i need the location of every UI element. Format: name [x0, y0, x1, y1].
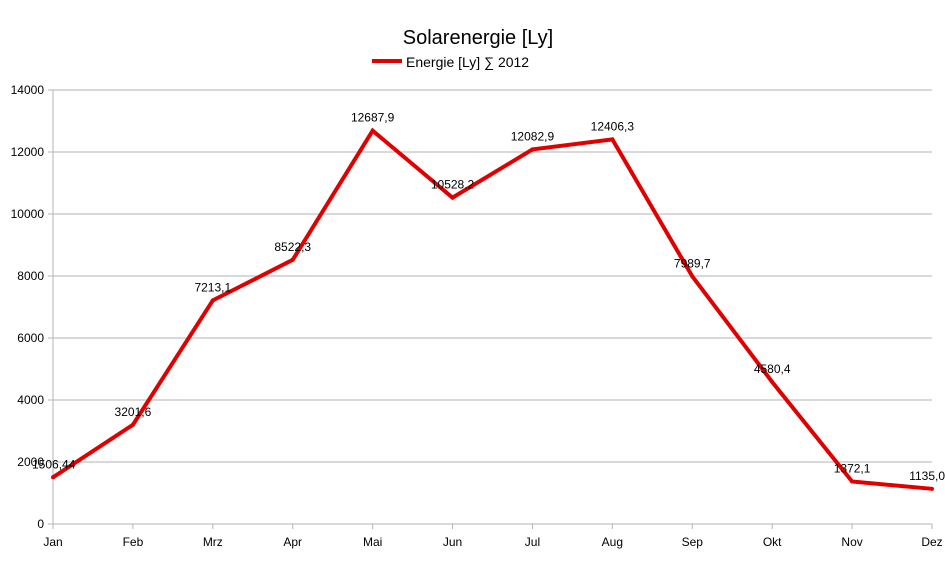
- x-tick-label: Jun: [443, 535, 462, 549]
- series-line: [51, 127, 933, 491]
- data-label: 4580,4: [754, 362, 791, 376]
- x-tick-label: Jul: [525, 535, 540, 549]
- data-label: 1135,0: [909, 469, 945, 483]
- data-point: [370, 128, 375, 133]
- x-tick-label: Sep: [682, 535, 704, 549]
- x-tick-label: Mai: [363, 535, 382, 549]
- y-tick-label: 0: [37, 517, 44, 531]
- data-label: 1506,44: [32, 457, 76, 471]
- data-label: 3201,6: [115, 405, 152, 419]
- data-label: 7989,7: [674, 256, 711, 270]
- data-point: [530, 147, 535, 152]
- series: [51, 127, 934, 491]
- y-tick-label: 8000: [17, 269, 44, 283]
- legend: Energie [Ly] ∑ 2012: [372, 54, 529, 70]
- data-point: [450, 195, 455, 200]
- data-label: 8522,3: [274, 240, 311, 254]
- data-point: [51, 475, 55, 480]
- x-tick-label: Apr: [283, 535, 302, 549]
- chart-title: Solarenergie [Ly]: [403, 27, 553, 49]
- x-tick-label: Nov: [841, 535, 862, 549]
- data-label: 1372,1: [834, 461, 871, 475]
- data-point: [610, 137, 615, 142]
- legend-label: Energie [Ly] ∑ 2012: [406, 54, 529, 70]
- x-tick-label: Okt: [763, 535, 782, 549]
- data-point: [850, 479, 855, 484]
- y-tick-label: 12000: [11, 145, 45, 159]
- y-tick-label: 14000: [11, 83, 45, 97]
- data-label: 7213,1: [194, 280, 231, 294]
- data-point: [930, 486, 934, 491]
- data-point: [130, 422, 135, 427]
- data-point: [290, 257, 295, 262]
- x-tick-label: Aug: [602, 535, 623, 549]
- y-tick-label: 10000: [11, 207, 45, 221]
- y-tick-label: 4000: [17, 393, 44, 407]
- x-tick-label: Jan: [43, 535, 62, 549]
- x-tick-label: Mrz: [203, 535, 223, 549]
- x-tick-label: Dez: [921, 535, 942, 549]
- axes: 0 2000 4000 6000 8000 10000 12000 14000 Jan Feb Mr…: [11, 83, 943, 549]
- y-tick-label: 6000: [17, 331, 44, 345]
- data-label: 12687,9: [351, 111, 395, 125]
- data-label: 12406,3: [591, 119, 635, 133]
- data-label: 10528,2: [431, 178, 475, 192]
- y-tick-label: 2000: [17, 455, 44, 469]
- data-label: 12082,9: [511, 129, 555, 143]
- data-point: [210, 298, 215, 303]
- data-labels: 1506,44 3201,6 7213,1 8522,3 12687,9 10528,2 1…: [32, 111, 945, 483]
- data-point: [690, 274, 695, 279]
- x-tick-label: Feb: [123, 535, 144, 549]
- data-point: [770, 380, 775, 385]
- gridlines: [53, 89, 932, 525]
